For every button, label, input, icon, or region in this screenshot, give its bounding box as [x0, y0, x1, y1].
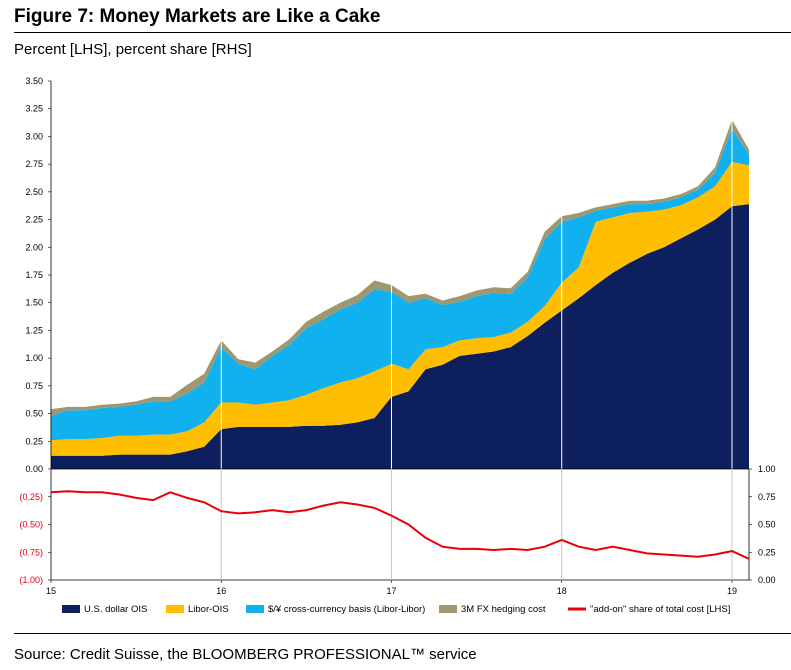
line-addon-share	[50, 490, 750, 560]
upper-y-tick-label: 3.25	[25, 104, 43, 114]
legend-label: U.S. dollar OIS	[84, 604, 147, 615]
x-tick-label: 17	[386, 586, 396, 596]
lower-left-tick-label: (0.75)	[19, 547, 43, 557]
legend-addon-share: "add-on" share of total cost [LHS]	[568, 604, 730, 615]
upper-y-tick-label: 0.00	[25, 464, 43, 474]
upper-y-tick-label: 1.25	[25, 325, 43, 335]
legend-label: Libor-OIS	[188, 604, 229, 615]
area-cross-currency-basis	[51, 128, 749, 441]
figure-subtitle: Percent [LHS], percent share [RHS]	[14, 41, 252, 58]
x-tick-label: 18	[557, 586, 567, 596]
upper-panel: 0.00 0.25 0.50 0.75 1.00 1.25 1.50 1.75 2.00 2.25…	[25, 76, 749, 474]
lower-right-tick-label: 0.25	[758, 547, 776, 557]
lower-right-tick-label: 0.75	[758, 492, 776, 502]
upper-y-tick-label: 2.50	[25, 187, 43, 197]
lower-right-tick-label: 0.00	[758, 575, 776, 585]
legend-label: 3M FX hedging cost	[461, 604, 546, 615]
upper-y-tick-label: 3.00	[25, 131, 43, 141]
lower-left-tick-label: (0.50)	[19, 520, 43, 530]
upper-y-tick-label: 2.00	[25, 242, 43, 252]
upper-y-tick-label: 2.75	[25, 159, 43, 169]
area-us-dollar-ois	[51, 204, 749, 469]
lower-left-tick-label: (0.25)	[19, 492, 43, 502]
source-note: Source: Credit Suisse, the BLOOMBERG PRO…	[14, 646, 477, 663]
legend-swatch	[439, 605, 457, 613]
lower-right-tick-label: 1.00	[758, 464, 776, 474]
upper-y-tick-label: 1.00	[25, 353, 43, 363]
upper-y-tick-label: 0.75	[25, 381, 43, 391]
legend-swatch	[166, 605, 184, 613]
upper-y-tick-label: 2.25	[25, 215, 43, 225]
legend-libor-ois: Libor-OIS	[166, 604, 229, 615]
upper-y-tick-label: 3.50	[25, 76, 43, 86]
upper-y-tick-label: 0.50	[25, 409, 43, 419]
lower-right-tick-label: 0.50	[758, 520, 776, 530]
upper-y-tick-label: 0.25	[25, 436, 43, 446]
legend-swatch	[246, 605, 264, 613]
x-tick-label: 16	[216, 586, 226, 596]
lower-panel: (1.00) (0.75) (0.50) (0.25) 0.00 0.25 0.50 0.75…	[19, 464, 775, 596]
legend-us-dollar-ois: U.S. dollar OIS	[62, 604, 147, 615]
x-tick-label: 15	[46, 586, 56, 596]
legend-cross-currency-basis: $/¥ cross-currency basis (Libor-Libor)	[246, 604, 425, 615]
title-divider	[14, 32, 791, 33]
legend-label: "add-on" share of total cost [LHS]	[590, 604, 730, 615]
chart-canvas: 0.00 0.25 0.50 0.75 1.00 1.25 1.50 1.75 2.00 2.25…	[19, 76, 775, 615]
upper-y-tick-label: 1.50	[25, 298, 43, 308]
lower-left-tick-label: (1.00)	[19, 575, 43, 585]
x-tick-label: 19	[727, 586, 737, 596]
legend-swatch	[62, 605, 80, 613]
footer-divider	[14, 633, 791, 634]
upper-y-tick-label: 1.75	[25, 270, 43, 280]
legend-fx-hedging-cost: 3M FX hedging cost	[439, 604, 546, 615]
legend: U.S. dollar OIS Libor-OIS $/¥ cross-curren…	[62, 604, 730, 615]
figure-title: Figure 7: Money Markets are Like a Cake	[14, 6, 381, 27]
legend-label: $/¥ cross-currency basis (Libor-Libor)	[268, 604, 425, 615]
